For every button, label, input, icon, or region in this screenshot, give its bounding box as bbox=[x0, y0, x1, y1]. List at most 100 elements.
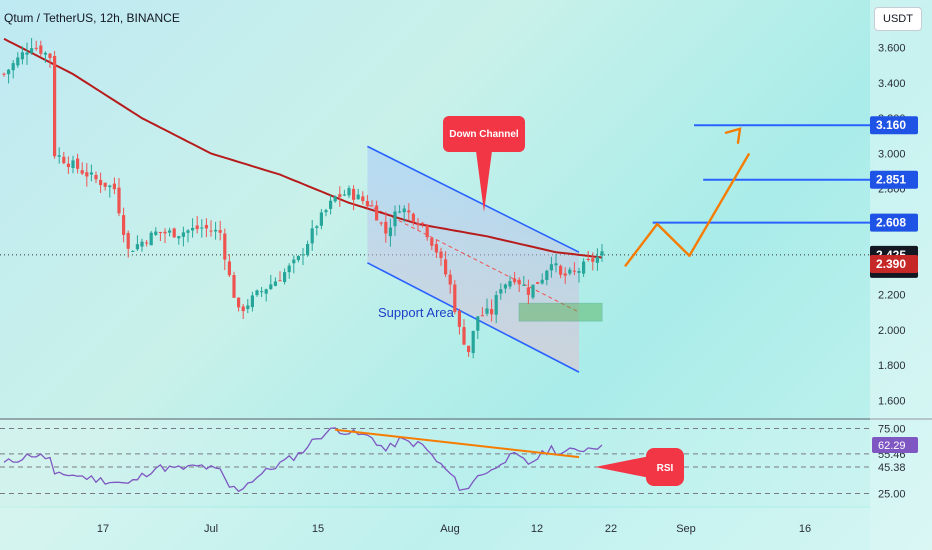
projection-path bbox=[624, 152, 751, 268]
candle-body bbox=[287, 265, 291, 273]
candle-body bbox=[338, 194, 342, 198]
candle-body bbox=[53, 55, 57, 157]
candle-body bbox=[140, 241, 144, 247]
candle-body bbox=[269, 284, 273, 290]
candle-body bbox=[600, 251, 604, 256]
candle-body bbox=[264, 289, 268, 294]
candle-body bbox=[34, 47, 38, 49]
candle-body bbox=[572, 270, 576, 272]
moving-average-line bbox=[3, 37, 603, 259]
candle-body bbox=[85, 172, 89, 177]
candle-body bbox=[89, 172, 93, 175]
candle-body bbox=[490, 309, 494, 315]
down-channel-label: Down Channel bbox=[449, 129, 519, 140]
chart-title: Qtum / TetherUS, 12h, BINANCE bbox=[4, 11, 180, 25]
candle-body bbox=[2, 73, 6, 75]
support-zone bbox=[518, 302, 603, 322]
candle-body bbox=[218, 230, 222, 233]
time-tick-label: Aug bbox=[440, 523, 460, 535]
candle-body bbox=[241, 306, 245, 312]
candle-body bbox=[471, 330, 475, 354]
price-tick-label: 2.200 bbox=[878, 290, 906, 302]
candle-body bbox=[342, 194, 346, 196]
candle-body bbox=[62, 156, 66, 164]
candle-body bbox=[568, 269, 572, 274]
candle-body bbox=[232, 275, 236, 298]
candle-body bbox=[135, 244, 139, 250]
callout-box bbox=[443, 116, 525, 152]
candle-body bbox=[361, 196, 365, 202]
candle-body bbox=[145, 242, 149, 244]
rsi-tick-label: 25.00 bbox=[878, 489, 906, 501]
candle-body bbox=[448, 274, 452, 285]
candle-body bbox=[476, 316, 480, 331]
rsi-callout-box bbox=[646, 448, 684, 486]
candle-body bbox=[122, 215, 126, 235]
candle-body bbox=[494, 295, 498, 315]
candle-body bbox=[503, 284, 507, 289]
candle-body bbox=[347, 188, 351, 196]
candle-body bbox=[393, 211, 397, 227]
candle-body bbox=[172, 228, 176, 238]
candle-body bbox=[499, 289, 503, 294]
candle-body bbox=[421, 222, 425, 224]
rsi-callout: RSI bbox=[595, 448, 684, 486]
candle-body bbox=[384, 221, 388, 234]
rsi-current-badge bbox=[872, 437, 918, 454]
candle-body bbox=[582, 261, 586, 274]
currency-selector[interactable]: USDT bbox=[874, 7, 922, 31]
candle-body bbox=[559, 265, 563, 275]
candle-body bbox=[131, 251, 135, 253]
candle-body bbox=[66, 163, 70, 168]
candle-body bbox=[329, 200, 333, 209]
rsi-label: RSI bbox=[657, 463, 674, 474]
candle-body bbox=[480, 315, 484, 317]
candle-body bbox=[260, 291, 264, 293]
candle-body bbox=[453, 284, 457, 312]
candle-body bbox=[126, 232, 130, 249]
candle-body bbox=[522, 284, 526, 286]
price-badge bbox=[870, 255, 918, 274]
candle-body bbox=[324, 210, 328, 213]
candle-body bbox=[595, 256, 599, 263]
candle-body bbox=[48, 53, 52, 59]
candle-body bbox=[513, 278, 517, 283]
candle-body bbox=[365, 200, 369, 207]
candle-body bbox=[467, 345, 471, 353]
candle-body bbox=[99, 179, 103, 186]
candle-body bbox=[457, 310, 461, 327]
candle-body bbox=[352, 188, 356, 200]
candle-body bbox=[517, 279, 521, 285]
candle-body bbox=[485, 308, 489, 314]
candle-body bbox=[540, 279, 544, 284]
candle-body bbox=[255, 290, 259, 296]
candle-body bbox=[319, 212, 323, 226]
candle-body bbox=[577, 271, 581, 273]
rsi-tick-label: 62.29 bbox=[878, 440, 906, 452]
candle-body bbox=[563, 273, 567, 276]
candle-body bbox=[7, 69, 11, 75]
candle-body bbox=[278, 280, 282, 282]
candle-body bbox=[273, 281, 277, 286]
time-tick-label: 22 bbox=[605, 523, 617, 535]
rsi-pane-bg bbox=[0, 420, 870, 506]
candle-body bbox=[168, 230, 172, 233]
candle-body bbox=[16, 57, 20, 66]
candle-body bbox=[379, 222, 383, 224]
candle-body bbox=[154, 231, 158, 235]
price-tick-label: 2.000 bbox=[878, 325, 906, 337]
candle-body bbox=[94, 174, 98, 180]
projection-arrowhead bbox=[724, 127, 742, 144]
candle-body bbox=[554, 263, 558, 266]
price-badge-label: 3.160 bbox=[876, 118, 906, 132]
time-tick-label: Sep bbox=[676, 523, 696, 535]
candle-body bbox=[186, 230, 190, 233]
candle-body bbox=[204, 224, 208, 229]
candle-body bbox=[462, 327, 466, 345]
candle-body bbox=[112, 183, 116, 190]
candle-body bbox=[237, 297, 241, 308]
rsi-tick-label: 75.00 bbox=[878, 424, 906, 436]
candle-body bbox=[430, 238, 434, 246]
channel-upper-line bbox=[367, 145, 580, 253]
